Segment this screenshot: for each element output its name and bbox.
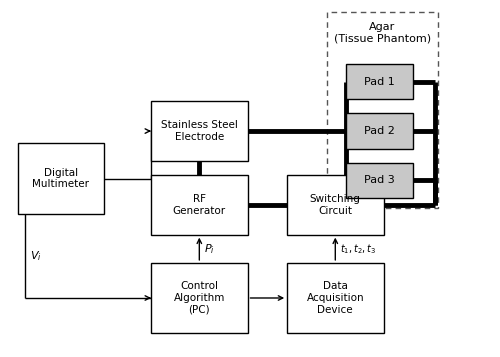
Text: Stainless Steel
Electrode: Stainless Steel Electrode: [161, 120, 238, 142]
FancyBboxPatch shape: [346, 114, 413, 149]
Text: $P_i$: $P_i$: [204, 242, 215, 256]
Text: Pad 3: Pad 3: [364, 175, 395, 185]
FancyBboxPatch shape: [287, 175, 384, 235]
Text: Control
Algorithm
(PC): Control Algorithm (PC): [174, 281, 225, 315]
FancyBboxPatch shape: [18, 144, 104, 213]
Text: Switching
Circuit: Switching Circuit: [310, 194, 360, 216]
FancyBboxPatch shape: [151, 101, 248, 161]
Text: Pad 1: Pad 1: [364, 77, 395, 87]
FancyBboxPatch shape: [151, 175, 248, 235]
FancyBboxPatch shape: [346, 64, 413, 100]
FancyBboxPatch shape: [346, 163, 413, 198]
Text: Pad 2: Pad 2: [364, 126, 395, 136]
Text: $t_1,t_2,t_3$: $t_1,t_2,t_3$: [340, 242, 377, 256]
FancyBboxPatch shape: [287, 263, 384, 333]
Text: Agar
(Tissue Phantom): Agar (Tissue Phantom): [334, 22, 431, 44]
FancyBboxPatch shape: [151, 263, 248, 333]
Text: Data
Acquisition
Device: Data Acquisition Device: [306, 281, 364, 315]
Text: $V_i$: $V_i$: [30, 249, 42, 263]
Text: Digital
Multimeter: Digital Multimeter: [32, 168, 90, 189]
Text: RF
Generator: RF Generator: [173, 194, 226, 216]
